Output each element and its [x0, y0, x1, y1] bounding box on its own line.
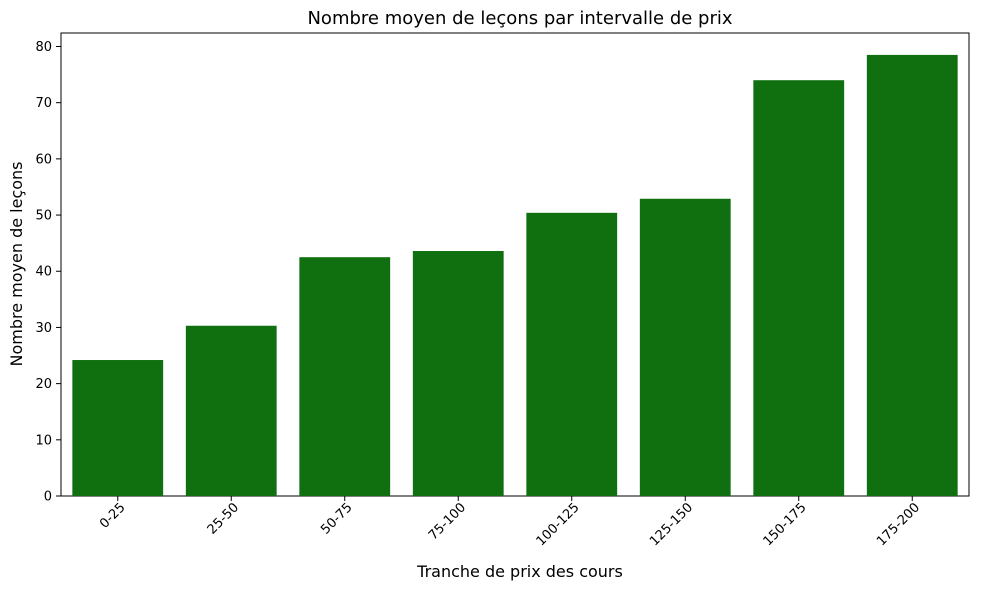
bar-125-150	[639, 198, 731, 496]
x-tick-label: 0-25	[97, 500, 128, 531]
y-tick-label: 40	[35, 265, 52, 280]
y-axis-label: Nombre moyen de leçons	[7, 161, 26, 366]
x-tick-label: 150-175	[761, 500, 810, 549]
plot-frame	[60, 32, 970, 497]
y-tick-label: 30	[35, 321, 52, 336]
bar-75-100	[412, 251, 504, 496]
bar-50-75	[299, 257, 391, 496]
bar-150-175	[753, 80, 845, 496]
y-tick-label: 20	[35, 377, 52, 392]
plot-area	[60, 32, 970, 497]
y-tick-label: 70	[35, 96, 52, 111]
x-axis-ticks: 0-25 25-50 50-75 75-100 100-125 125-150 150-17…	[97, 496, 923, 549]
x-tick-label: 175-200	[874, 500, 923, 549]
bar-25-50	[185, 325, 277, 496]
y-tick-label: 80	[35, 40, 52, 55]
bar-0-25	[72, 360, 164, 496]
x-tick-label: 125-150	[647, 500, 696, 549]
bar-175-200	[866, 54, 958, 496]
bars	[72, 54, 958, 496]
y-tick-label: 0	[44, 490, 52, 505]
x-tick-label: 25-50	[205, 500, 242, 537]
x-tick-label: 75-100	[426, 500, 469, 543]
y-tick-label: 50	[35, 209, 52, 224]
y-axis-ticks: 0 10 20 30 40 50 60 70 80	[35, 40, 61, 505]
x-axis-label: Tranche de prix des cours	[416, 562, 623, 581]
x-tick-label: 50-75	[318, 500, 355, 537]
y-tick-label: 60	[35, 152, 52, 167]
x-tick-label: 100-125	[534, 500, 583, 549]
chart-title: Nombre moyen de leçons par intervalle de…	[307, 8, 732, 29]
y-tick-label: 10	[35, 433, 52, 448]
bar-100-125	[526, 212, 618, 496]
